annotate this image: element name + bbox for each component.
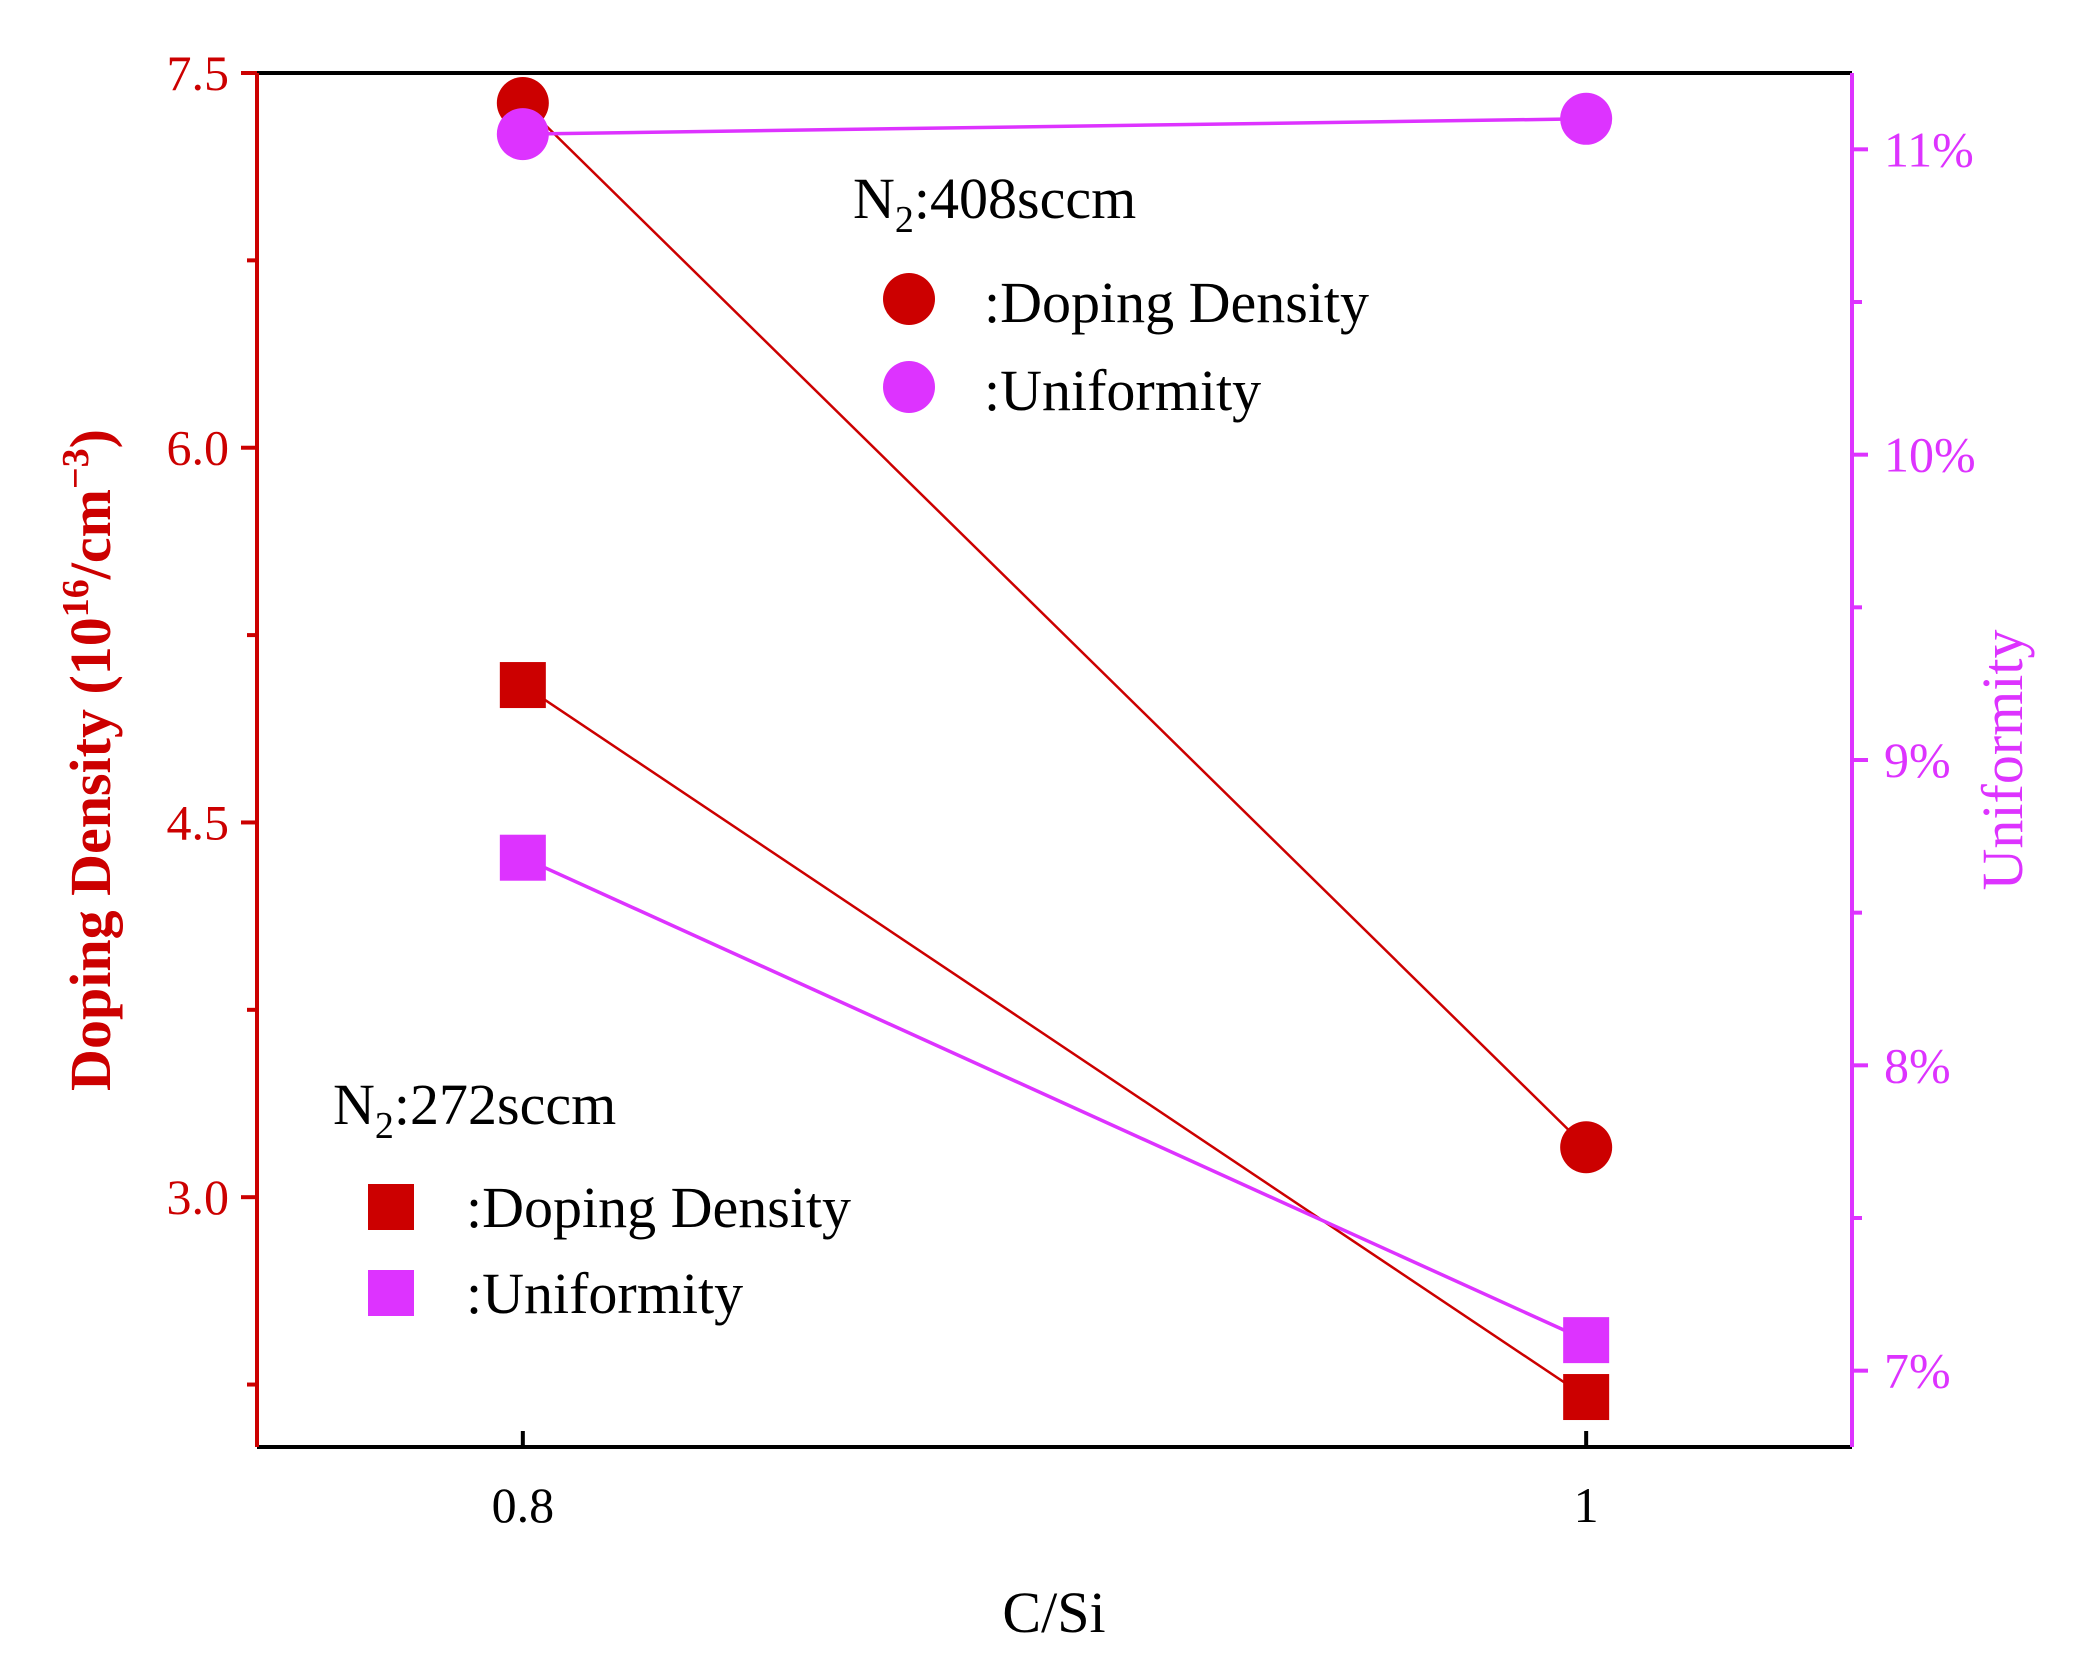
right-y-tick-label: 8% (1884, 1037, 1951, 1093)
axis-ticks: 0.8 1 3.0 4.5 6.0 7.5 7% 8% 9% 10% 11% (167, 45, 1976, 1533)
legend-272sccm-title: N2:272sccm (333, 1072, 616, 1147)
data-point-circle (1560, 92, 1613, 145)
legend-circle-marker-uniformity (883, 361, 935, 413)
right-y-axis-title: Uniformity (1970, 630, 2035, 891)
legend-408sccm-title: N2:408sccm (853, 166, 1136, 241)
left-y-axis-title: Doping Density (1016/cm−3) (55, 429, 123, 1091)
right-y-tick-label: 10% (1884, 427, 1976, 483)
data-point-circle (496, 108, 549, 161)
data-point-square (499, 662, 546, 709)
data-point-circle (1560, 1121, 1613, 1174)
left-y-axis-title-unit: /cm (58, 489, 123, 580)
series-lines (521, 102, 1588, 1399)
left-y-tick-label: 6.0 (167, 420, 230, 476)
left-y-tick-label: 7.5 (167, 45, 230, 101)
x-tick-label: 1 (1574, 1477, 1599, 1533)
legend-272sccm-label-doping: :Doping Density (466, 1175, 851, 1240)
legend-circle-marker-doping (883, 273, 935, 325)
series-line (522, 684, 1587, 1399)
right-y-tick-label: 9% (1884, 732, 1951, 788)
left-y-axis-title-end: ) (58, 429, 123, 448)
legend-408sccm-title-sub: 2 (895, 199, 914, 241)
series-line (521, 102, 1588, 1149)
series-line (522, 117, 1587, 136)
left-y-axis-title-exp: 16 (55, 579, 97, 617)
x-axis-title: C/Si (1002, 1580, 1105, 1645)
legend-square-marker-doping (368, 1184, 414, 1230)
left-y-axis-title-main: Doping Density (10 (58, 617, 123, 1091)
legend-square-marker-uniformity (368, 1270, 414, 1316)
left-y-axis-title-exp2: −3 (55, 448, 97, 489)
legend-272sccm-title-n: N (333, 1072, 375, 1137)
data-point-square (1563, 1317, 1610, 1364)
legend-408sccm-label-doping: :Doping Density (984, 270, 1369, 335)
series-markers (496, 76, 1613, 1421)
legend-272sccm-title-sub: 2 (375, 1105, 394, 1147)
legend-272sccm-label-uniformity: :Uniformity (466, 1261, 743, 1326)
legend-408sccm-label-uniformity: :Uniformity (984, 358, 1261, 423)
data-point-square (499, 834, 546, 881)
right-y-tick-label: 7% (1884, 1343, 1951, 1399)
left-y-tick-label: 3.0 (167, 1169, 230, 1225)
left-y-tick-label: 4.5 (167, 794, 230, 850)
right-y-tick-label: 11% (1884, 121, 1974, 177)
legend-408sccm: N2:408sccm :Doping Density :Uniformity (853, 166, 1369, 423)
x-tick-label: 0.8 (492, 1477, 555, 1533)
data-point-square (1563, 1374, 1610, 1421)
legend-272sccm: N2:272sccm :Doping Density :Uniformity (333, 1072, 851, 1326)
legend-408sccm-title-n: N (853, 166, 895, 231)
legend-408sccm-title-rest: :408sccm (914, 166, 1136, 231)
legend-272sccm-title-rest: :272sccm (394, 1072, 616, 1137)
series-line (522, 856, 1587, 1342)
